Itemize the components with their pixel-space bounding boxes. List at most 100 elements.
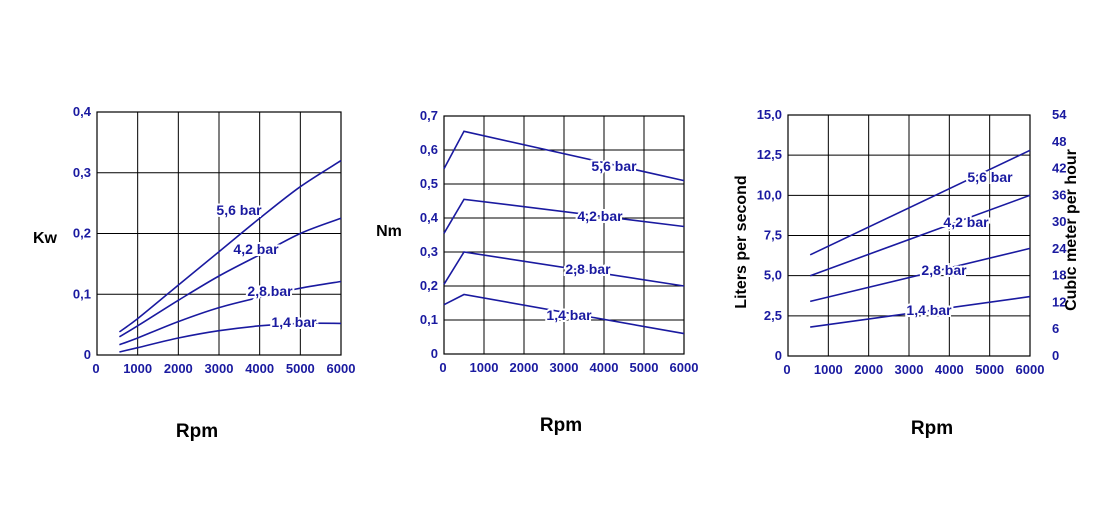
x-tick-label: 2000 (164, 361, 193, 376)
plot-frame (443, 115, 685, 355)
y-ticks-flow: 0 2,5 5,0 7,5 10,0 12,5 15,0 (757, 107, 782, 363)
x-ticks-flow: 0 1000 2000 3000 4000 5000 6000 (783, 362, 1044, 377)
y-tick-label: 0 (431, 346, 438, 361)
y-tick-label: 0 (84, 347, 91, 362)
series-label-2-8-bar: 2,8 bar (921, 262, 967, 278)
x-tick-label: 3000 (205, 361, 234, 376)
series-labels-torque: 5,6 bar 4,2 bar 2,8 bar 1,4 bar (544, 156, 639, 325)
series-line-2-8-bar (810, 247, 1031, 303)
y2-tick-label: 18 (1052, 268, 1066, 283)
series-line-4-2-bar (443, 198, 685, 234)
y-tick-label: 0,4 (73, 104, 92, 119)
y-tick-label: 12,5 (757, 147, 782, 162)
plot-frame (96, 111, 342, 356)
series-line-2-8-bar (443, 251, 685, 287)
series-line-1-4-bar (810, 295, 1031, 328)
y2-tick-label: 36 (1052, 187, 1066, 202)
y-axis-title-power: Kw (33, 230, 58, 247)
x-tick-label: 3000 (550, 360, 579, 375)
y-tick-label: 0,3 (420, 244, 438, 259)
series-line-5-6-bar (443, 130, 685, 182)
y-axis-title-torque: Nm (376, 223, 402, 240)
series-layer-power (118, 159, 342, 353)
x-tick-label: 1000 (123, 361, 152, 376)
x-axis-title-flow: Rpm (911, 418, 953, 439)
series-label-2-8-bar: 2,8 bar (565, 261, 611, 277)
x-tick-label: 2000 (854, 362, 883, 377)
y-axis-title-flow: Liters per second (733, 175, 750, 308)
x-tick-label: 6000 (327, 361, 356, 376)
y-tick-label: 0,5 (420, 176, 438, 191)
y2-ticks-flow: 0 6 12 18 24 30 36 42 48 54 (1052, 107, 1067, 363)
x-axis-title-torque: Rpm (540, 415, 582, 436)
y-tick-label: 0,1 (420, 312, 438, 327)
y-tick-label: 10,0 (757, 187, 782, 202)
series-line-2-8-bar (119, 280, 342, 346)
series-label-4-2-bar: 4,2 bar (577, 208, 623, 224)
series-line-1-4-bar (443, 293, 685, 335)
x-tick-label: 1000 (470, 360, 499, 375)
y2-tick-label: 24 (1052, 241, 1067, 256)
y-ticks-torque: 0 0,1 0,2 0,3 0,4 0,5 0,6 0,7 (420, 108, 439, 361)
chart-torque: 0 1000 2000 3000 4000 5000 6000 00,10,20,30,40… (376, 108, 698, 436)
series-line-5-6-bar (809, 149, 1031, 256)
y-tick-label: 0,4 (420, 210, 439, 225)
series-label-2-8-bar: 2,8 bar (247, 283, 293, 299)
x-tick-label: 4000 (245, 361, 274, 376)
y2-tick-label: 6 (1052, 321, 1059, 336)
x-tick-label: 6000 (1016, 362, 1045, 377)
x-tick-label: 6000 (670, 360, 699, 375)
y2-tick-label: 30 (1052, 214, 1066, 229)
x-axis-title-power: Rpm (176, 421, 218, 442)
y-tick-label: 5,0 (764, 268, 782, 283)
series-labels-power: 5,6 bar 4,2 bar 2,8 bar 1,4 bar (214, 200, 319, 332)
series-label-1-4-bar: 1,4 bar (271, 314, 317, 330)
y-tick-label: 2,5 (764, 308, 782, 323)
x-tick-label: 1000 (814, 362, 843, 377)
series-label-5-6-bar: 5,6 bar (591, 158, 637, 174)
y-tick-label: 0,7 (420, 108, 438, 123)
x-tick-label: 0 (439, 360, 446, 375)
y-tick-label: 0,3 (73, 165, 91, 180)
series-label-5-6-bar: 5,6 bar (216, 202, 262, 218)
y-tick-label: 0,1 (73, 286, 91, 301)
series-labels-flow: 5,6 bar 4,2 bar 2,8 bar 1,4 bar (904, 167, 1015, 320)
x-tick-label: 0 (783, 362, 790, 377)
plot-area-torque (443, 115, 685, 355)
x-tick-label: 5000 (286, 361, 315, 376)
y2-tick-label: 42 (1052, 161, 1066, 176)
y-tick-label: 0,2 (420, 278, 438, 293)
y-tick-label: 0 (775, 348, 782, 363)
y2-tick-label: 12 (1052, 294, 1066, 309)
series-label-4-2-bar: 4,2 bar (943, 214, 989, 230)
x-ticks-torque: 0 1000 2000 3000 4000 5000 6000 (439, 360, 698, 375)
x-tick-label: 5000 (975, 362, 1004, 377)
series-line-4-2-bar (118, 217, 342, 338)
series-layer-torque (443, 130, 685, 335)
y-tick-label: 0,2 (73, 226, 91, 241)
x-tick-label: 4000 (935, 362, 964, 377)
plot-area-flow (787, 114, 1031, 357)
y-ticks-power: 0 0,1 0,2 0,3 0,4 (73, 104, 92, 362)
y-tick-label: 0,6 (420, 142, 438, 157)
chart-power: 0 1000 2000 3000 4000 5000 6000 00,10,20,30,4 … (33, 104, 355, 442)
series-label-5-6-bar: 5,6 bar (967, 169, 1013, 185)
chart-flow: 0 1000 2000 3000 4000 5000 6000 0 2,5 5,0 7,5 10,0… (733, 107, 1080, 439)
y2-tick-label: 54 (1052, 107, 1067, 122)
x-tick-label: 2000 (510, 360, 539, 375)
x-ticks-power: 0 1000 2000 3000 4000 5000 6000 (92, 361, 355, 376)
series-line-4-2-bar (809, 194, 1031, 277)
series-label-1-4-bar: 1,4 bar (906, 302, 952, 318)
y-tick-label: 15,0 (757, 107, 782, 122)
series-label-4-2-bar: 4,2 bar (233, 241, 279, 257)
y-tick-label: 7,5 (764, 228, 782, 243)
x-tick-label: 0 (92, 361, 99, 376)
plot-frame (787, 114, 1031, 357)
x-tick-label: 3000 (895, 362, 924, 377)
x-tick-label: 5000 (630, 360, 659, 375)
series-line-1-4-bar (119, 322, 342, 353)
y2-tick-label: 48 (1052, 134, 1066, 149)
series-layer-flow (809, 149, 1031, 328)
series-line-5-6-bar (118, 159, 342, 333)
